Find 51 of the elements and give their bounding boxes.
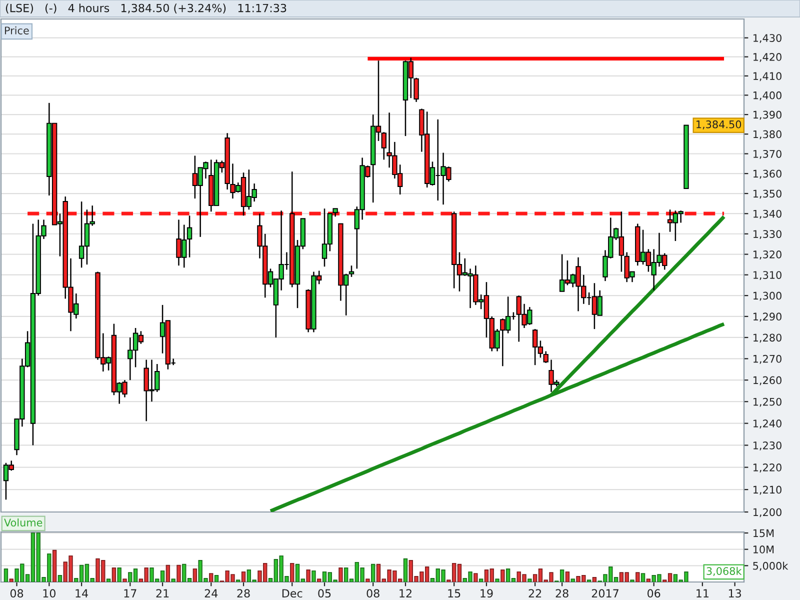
- x-tick-label: 11: [696, 589, 708, 598]
- y-tick-label: 1,260: [753, 376, 782, 386]
- x-tick-label: 24: [204, 589, 218, 598]
- x-tick-label: 06: [648, 589, 660, 598]
- y-tick-label: 1,320: [753, 250, 782, 260]
- y-tick-label: 1,350: [753, 190, 782, 199]
- x-tick-label: 2017: [592, 589, 618, 598]
- x-tick-label: 13: [728, 589, 741, 598]
- x-tick-label: 21: [156, 589, 169, 598]
- y-tick-label: 1,250: [753, 398, 782, 407]
- x-tick-label: 12: [400, 589, 412, 598]
- x-tick-label: 10: [43, 589, 56, 598]
- annotation: 1,384.50: [696, 120, 742, 130]
- y-tick-label: 1,210: [753, 486, 782, 495]
- y-tick-label: 10M: [753, 546, 774, 554]
- y-tick-label: 15M: [753, 529, 774, 538]
- x-tick-label: 28: [237, 589, 250, 598]
- chart-title: (LSE) (-) 4 hours 1,384.50 (+3.24%) 11:17:33: [6, 4, 286, 14]
- y-tick-label: 1,230: [753, 441, 782, 450]
- x-tick-label: 28: [556, 589, 568, 598]
- x-tick-label: 08: [10, 589, 24, 598]
- y-tick-label: 1,400: [753, 91, 782, 100]
- y-tick-label: 5,000k: [753, 562, 788, 571]
- x-tick-label: 05: [318, 589, 331, 598]
- x-tick-label: 22: [528, 589, 542, 598]
- y-tick-label: 1,380: [753, 130, 782, 140]
- x-tick-label: 17: [124, 589, 136, 598]
- y-tick-label: 1,220: [753, 464, 782, 472]
- y-tick-label: 1,200: [753, 508, 782, 518]
- annotation: Price: [4, 26, 29, 34]
- y-tick-label: 1,300: [753, 292, 782, 301]
- y-tick-label: 1,280: [753, 334, 782, 343]
- y-tick-label: 1,360: [753, 170, 782, 179]
- y-tick-label: 1,430: [753, 34, 782, 44]
- x-tick-label: 19: [480, 589, 493, 598]
- y-tick-label: 1,330: [753, 230, 782, 240]
- annotation: 3,068k: [706, 566, 742, 576]
- y-tick-label: 1,270: [753, 354, 782, 364]
- y-tick-label: 1,240: [753, 420, 782, 429]
- y-tick-label: 1,310: [753, 271, 782, 280]
- text: Volume: [4, 518, 42, 527]
- x-tick-label: Dec: [282, 589, 302, 598]
- x-tick-label: 08: [366, 589, 380, 598]
- y-tick-label: 1,390: [753, 110, 782, 120]
- y-tick-label: 1,420: [753, 53, 782, 62]
- y-tick-label: 1,290: [753, 312, 782, 322]
- x-tick-label: 14: [76, 589, 88, 598]
- y-tick-label: 1,370: [753, 150, 782, 159]
- x-tick-label: 15: [448, 589, 460, 598]
- y-tick-label: 1,410: [753, 72, 782, 82]
- y-tick-label: 1,340: [753, 210, 782, 219]
